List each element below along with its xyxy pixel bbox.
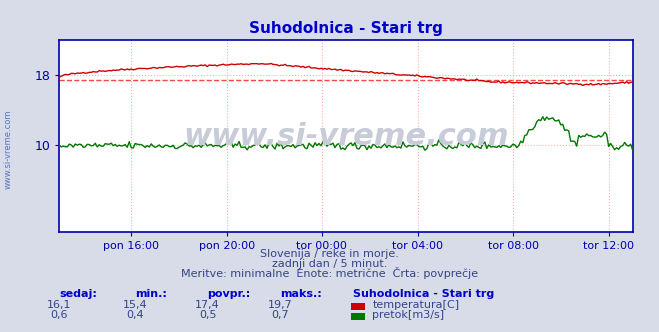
Text: www.si-vreme.com: www.si-vreme.com [3,110,13,189]
Text: Meritve: minimalne  Enote: metrične  Črta: povprečje: Meritve: minimalne Enote: metrične Črta:… [181,267,478,279]
Text: pretok[m3/s]: pretok[m3/s] [372,310,444,320]
Text: povpr.:: povpr.: [208,289,251,299]
Title: Suhodolnica - Stari trg: Suhodolnica - Stari trg [249,21,443,36]
Text: sedaj:: sedaj: [59,289,97,299]
Text: Slovenija / reke in morje.: Slovenija / reke in morje. [260,249,399,259]
Text: www.si-vreme.com: www.si-vreme.com [183,122,509,151]
Text: min.:: min.: [135,289,167,299]
Text: 16,1: 16,1 [47,300,72,310]
Text: zadnji dan / 5 minut.: zadnji dan / 5 minut. [272,259,387,269]
Text: 0,7: 0,7 [272,310,289,320]
Text: 0,4: 0,4 [127,310,144,320]
Text: maks.:: maks.: [280,289,322,299]
Text: temperatura[C]: temperatura[C] [372,300,459,310]
Text: 0,6: 0,6 [51,310,68,320]
Text: 15,4: 15,4 [123,300,148,310]
Text: 0,5: 0,5 [199,310,216,320]
Text: 17,4: 17,4 [195,300,220,310]
Text: 19,7: 19,7 [268,300,293,310]
Text: Suhodolnica - Stari trg: Suhodolnica - Stari trg [353,289,494,299]
